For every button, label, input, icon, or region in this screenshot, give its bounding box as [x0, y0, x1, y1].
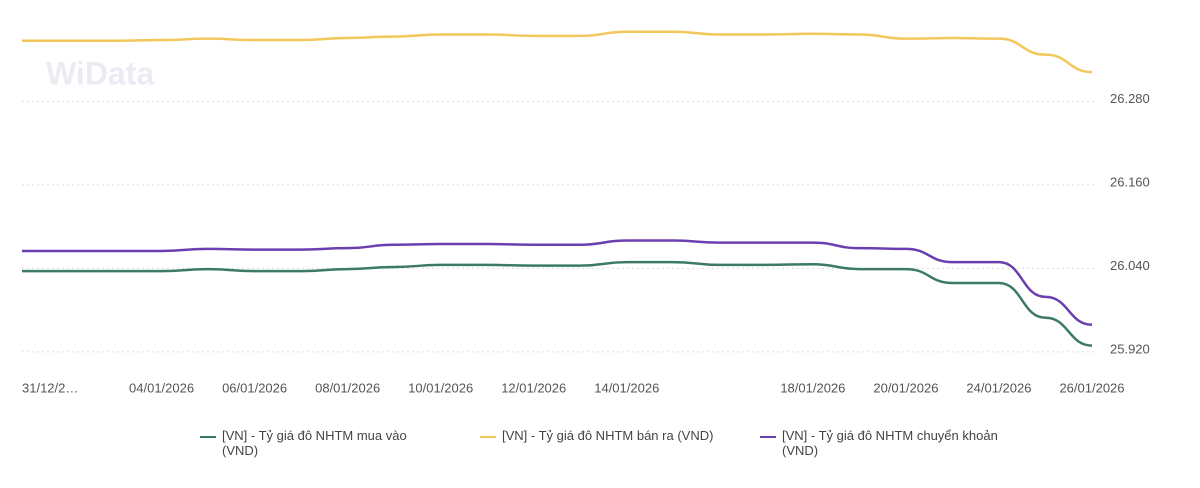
legend-item[interactable]: [VN] - Tỷ giá đô NHTM mua vào (VND)	[200, 428, 440, 458]
y-tick-label: 26.160	[1110, 174, 1150, 189]
legend: [VN] - Tỷ giá đô NHTM mua vào (VND) [VN] …	[0, 428, 1200, 458]
watermark: WiData	[46, 55, 154, 91]
y-tick-label: 25.920	[1110, 341, 1150, 356]
x-tick-label: 12/01/2026	[501, 380, 566, 395]
x-tick-label: 26/01/2026	[1059, 380, 1124, 395]
series-line	[22, 239, 1093, 327]
x-tick-label: 31/12/2…	[22, 380, 78, 395]
legend-item[interactable]: [VN] - Tỷ giá đô NHTM chuyển khoản (VND)	[760, 428, 1000, 458]
series-line	[22, 260, 1093, 347]
legend-swatch	[760, 436, 776, 438]
legend-item[interactable]: [VN] - Tỷ giá đô NHTM bán ra (VND)	[480, 428, 720, 458]
x-tick-label: 08/01/2026	[315, 380, 380, 395]
legend-swatch	[200, 436, 216, 438]
x-tick-label: 10/01/2026	[408, 380, 473, 395]
x-tick-label: 20/01/2026	[873, 380, 938, 395]
y-tick-label: 26.040	[1110, 258, 1150, 273]
y-tick-label: 26.280	[1110, 91, 1150, 106]
x-tick-label: 18/01/2026	[780, 380, 845, 395]
legend-label: [VN] - Tỷ giá đô NHTM chuyển khoản (VND)	[782, 428, 998, 458]
legend-label: [VN] - Tỷ giá đô NHTM bán ra (VND)	[502, 428, 714, 443]
x-tick-label: 14/01/2026	[594, 380, 659, 395]
x-tick-label: 06/01/2026	[222, 380, 287, 395]
legend-swatch	[480, 436, 496, 438]
legend-label: [VN] - Tỷ giá đô NHTM mua vào (VND)	[222, 428, 407, 458]
x-tick-label: 04/01/2026	[129, 380, 194, 395]
plot: WiData 25.920 26.040 26.160 26.280 31/12/2… 0…	[22, 30, 1150, 395]
x-tick-label: 24/01/2026	[966, 380, 1031, 395]
series-line	[22, 30, 1093, 74]
